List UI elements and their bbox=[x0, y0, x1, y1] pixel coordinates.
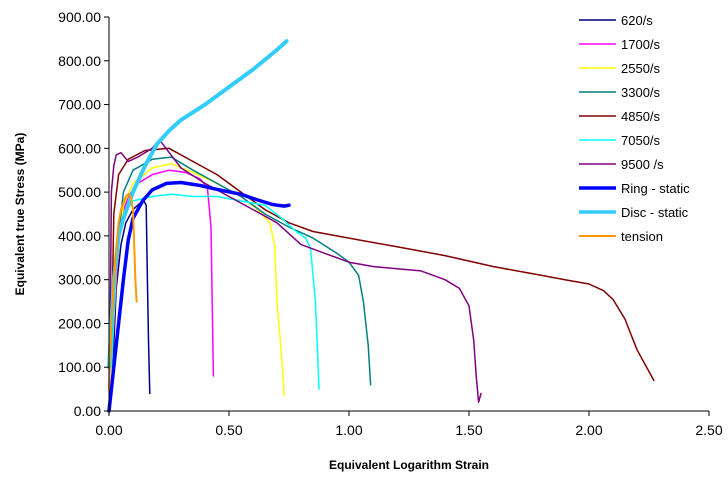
plot-area bbox=[107, 39, 655, 413]
y-axis-title: Equivalent true Stress (MPa) bbox=[13, 133, 27, 296]
legend-label: 620/s bbox=[621, 13, 653, 28]
y-tick-label: 400.00 bbox=[58, 228, 101, 244]
series-line-1 bbox=[110, 169, 215, 377]
y-tick-label: 900.00 bbox=[58, 9, 101, 25]
y-tick-label: 700.00 bbox=[58, 97, 101, 113]
legend-label: Ring - static bbox=[621, 181, 690, 196]
y-tick-label: 500.00 bbox=[58, 184, 101, 200]
x-tick-label: 1.50 bbox=[455, 422, 482, 438]
x-tick-label: 1.00 bbox=[335, 422, 362, 438]
y-tick-label: 0.00 bbox=[74, 403, 101, 419]
series-line-3 bbox=[110, 156, 372, 386]
legend-label: tension bbox=[621, 229, 663, 244]
legend-label: 7050/s bbox=[621, 133, 661, 148]
x-tick-label: 2.50 bbox=[695, 422, 722, 438]
x-tick-label: 0.50 bbox=[215, 422, 242, 438]
legend-label: 9500 /s bbox=[621, 157, 664, 172]
legend-label: 4850/s bbox=[621, 109, 661, 124]
x-axis-title: Equivalent Logarithm Strain bbox=[329, 458, 489, 472]
series-line-4 bbox=[110, 147, 655, 382]
y-axis-ticks: 0.00 100.00 200.00 300.00 400.00 500.00 600.00… bbox=[58, 9, 109, 419]
legend-label: 3300/s bbox=[621, 85, 661, 100]
legend-label: 1700/s bbox=[621, 37, 661, 52]
y-tick-label: 200.00 bbox=[58, 315, 101, 331]
y-tick-label: 100.00 bbox=[58, 359, 101, 375]
y-tick-label: 300.00 bbox=[58, 272, 101, 288]
legend-label: 2550/s bbox=[621, 61, 661, 76]
y-tick-label: 800.00 bbox=[58, 53, 101, 69]
series-line-6 bbox=[109, 138, 482, 403]
series-line-9 bbox=[108, 193, 138, 391]
y-tick-label: 600.00 bbox=[58, 140, 101, 156]
x-tick-label: 2.00 bbox=[575, 422, 602, 438]
series-line-8 bbox=[107, 39, 289, 370]
legend-label: Disc - static bbox=[621, 205, 689, 220]
x-tick-label: 0.00 bbox=[95, 422, 122, 438]
series-line-5 bbox=[110, 193, 320, 390]
series-line-7 bbox=[107, 180, 291, 413]
x-axis-ticks: 0.00 0.50 1.00 1.50 2.00 2.50 bbox=[95, 411, 723, 438]
legend: 620/s 1700/s 2550/s 3300/s 4850/s 7050/s 9500 … bbox=[579, 13, 690, 244]
